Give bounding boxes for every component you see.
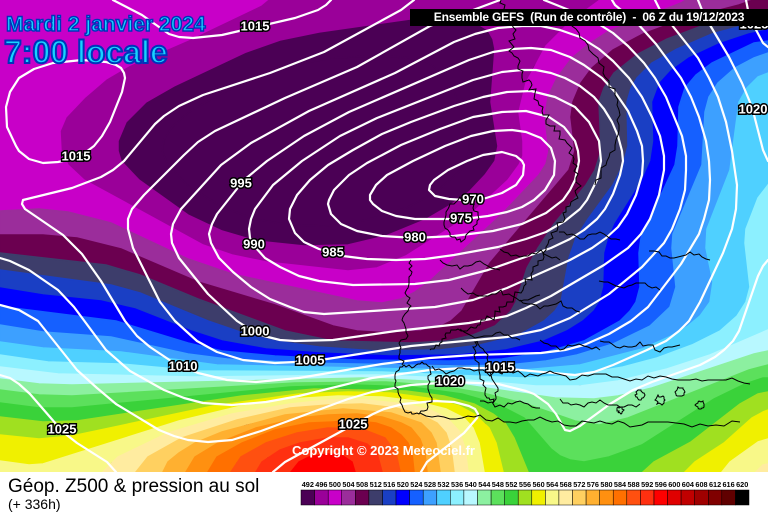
svg-text:612: 612 (709, 480, 721, 489)
svg-text:584: 584 (614, 480, 627, 489)
svg-text:544: 544 (478, 480, 491, 489)
svg-text:616: 616 (723, 480, 735, 489)
svg-text:970: 970 (462, 191, 484, 206)
svg-text:620: 620 (736, 480, 748, 489)
svg-text:548: 548 (492, 480, 504, 489)
svg-text:520: 520 (397, 480, 409, 489)
svg-text:1015: 1015 (241, 18, 270, 33)
svg-text:516: 516 (383, 480, 395, 489)
svg-text:524: 524 (410, 480, 423, 489)
svg-text:508: 508 (356, 480, 368, 489)
svg-text:995: 995 (230, 175, 252, 190)
svg-text:1010: 1010 (169, 358, 198, 373)
svg-text:604: 604 (682, 480, 695, 489)
svg-text:1020: 1020 (739, 101, 768, 116)
svg-text:600: 600 (668, 480, 680, 489)
svg-text:980: 980 (404, 229, 426, 244)
svg-text:1015: 1015 (62, 148, 91, 163)
svg-text:596: 596 (655, 480, 667, 489)
svg-text:975: 975 (450, 210, 472, 225)
svg-text:564: 564 (546, 480, 559, 489)
svg-text:504: 504 (342, 480, 355, 489)
svg-text:1000: 1000 (241, 323, 270, 338)
svg-text:572: 572 (573, 480, 585, 489)
svg-text:500: 500 (329, 480, 341, 489)
svg-text:540: 540 (465, 480, 477, 489)
svg-text:1015: 1015 (486, 359, 515, 374)
svg-text:1020: 1020 (436, 373, 465, 388)
svg-text:588: 588 (628, 480, 640, 489)
svg-text:1005: 1005 (296, 352, 325, 367)
svg-text:1025: 1025 (339, 416, 368, 431)
svg-text:556: 556 (519, 480, 531, 489)
svg-text:528: 528 (424, 480, 436, 489)
svg-text:580: 580 (600, 480, 612, 489)
svg-text:512: 512 (370, 480, 382, 489)
svg-text:985: 985 (322, 244, 344, 259)
svg-text:576: 576 (587, 480, 599, 489)
svg-text:552: 552 (505, 480, 517, 489)
svg-text:1025: 1025 (48, 421, 77, 436)
svg-text:496: 496 (315, 480, 327, 489)
svg-text:492: 492 (302, 480, 314, 489)
svg-text:568: 568 (560, 480, 572, 489)
svg-text:592: 592 (641, 480, 653, 489)
svg-text:532: 532 (437, 480, 449, 489)
svg-text:608: 608 (695, 480, 707, 489)
svg-text:560: 560 (533, 480, 545, 489)
svg-text:990: 990 (243, 236, 265, 251)
svg-text:536: 536 (451, 480, 463, 489)
